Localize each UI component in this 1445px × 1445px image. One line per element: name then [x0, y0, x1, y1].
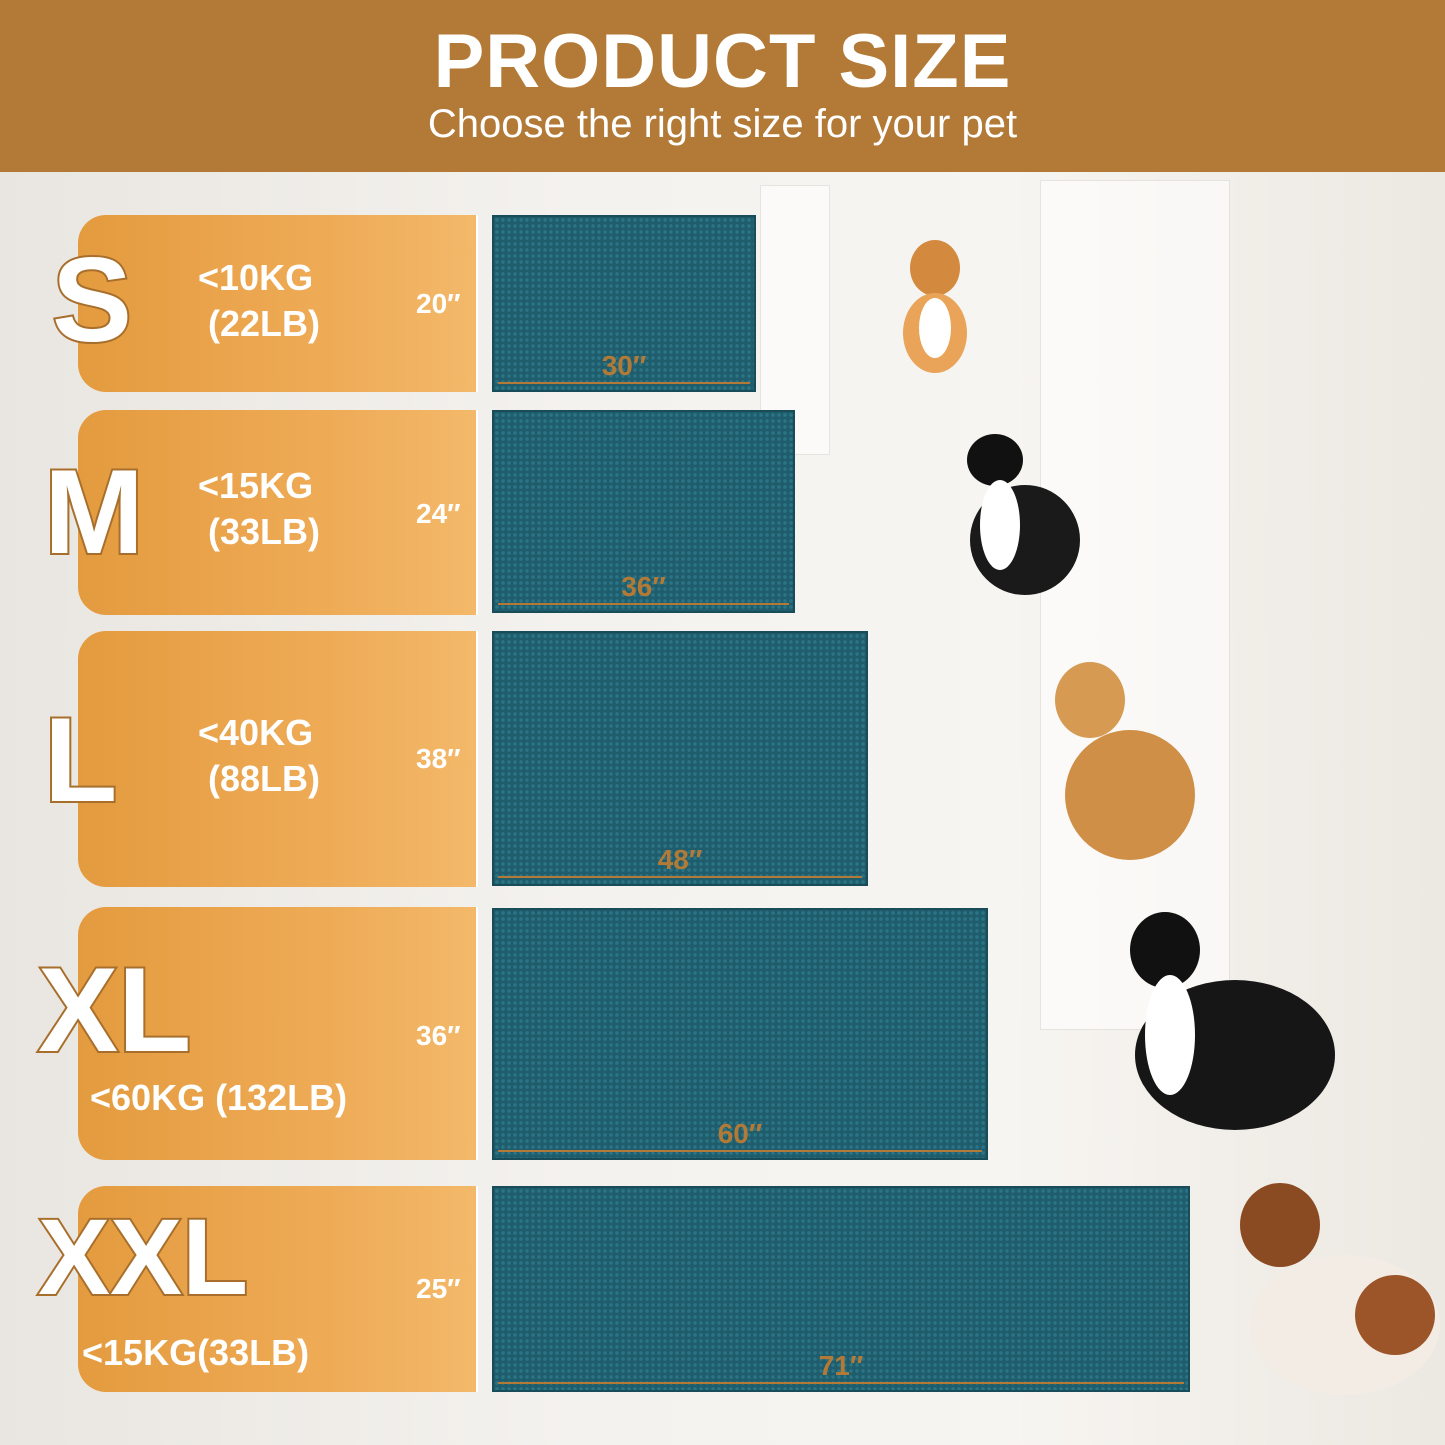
height-arrow [476, 410, 478, 615]
width-label: 60″ [717, 1118, 763, 1149]
weight-kg: <40KG [198, 712, 314, 753]
size-letter: XL [36, 943, 193, 1077]
mat-l: 48″ [492, 631, 868, 886]
height-label: 38″ [416, 743, 461, 774]
size-letter: L [42, 693, 119, 827]
size-letter: S [50, 233, 134, 367]
width-label: 48″ [657, 844, 703, 875]
page-title: PRODUCT SIZE [433, 19, 1012, 104]
corgi-image [903, 240, 967, 373]
mat-xxl: 71″ [492, 1186, 1190, 1392]
weight-lb: (88LB) [208, 758, 321, 799]
weight-lb: (33LB) [208, 511, 321, 552]
height-arrow [476, 215, 478, 392]
height-label: 20″ [416, 288, 461, 319]
page-subtitle: Choose the right size for your pet [427, 102, 1018, 146]
width-arrow [498, 1150, 982, 1152]
size-panel-l [78, 631, 478, 887]
width-arrow [498, 603, 789, 605]
mat-m: 36″ [492, 410, 795, 613]
size-letter: XXL [36, 1196, 250, 1317]
width-arrow [498, 382, 750, 384]
mat-s: 30″ [492, 215, 756, 392]
weight: <60KG (132LB) [90, 1077, 348, 1118]
header-banner: PRODUCT SIZE Choose the right size for y… [0, 0, 1445, 172]
height-label: 25″ [416, 1273, 461, 1304]
weight-kg: <15KG [198, 465, 314, 506]
mat-xl: 60″ [492, 908, 988, 1160]
weight-lb: (22LB) [208, 303, 321, 344]
width-label: 30″ [601, 350, 647, 381]
background-door [1040, 180, 1230, 1030]
size-letter: M [42, 445, 146, 579]
height-arrow [476, 631, 478, 887]
size-panel-xl [78, 907, 478, 1160]
width-arrow [498, 876, 862, 878]
height-arrow [476, 1186, 478, 1392]
height-arrow [476, 907, 478, 1160]
width-arrow [498, 1382, 1184, 1384]
size-panel-m [78, 410, 478, 615]
size-panel-s [78, 215, 478, 392]
width-label: 71″ [818, 1350, 864, 1381]
saint-bernard-image [1240, 1183, 1440, 1395]
height-label: 36″ [416, 1020, 461, 1051]
size-panel-xxl [78, 1186, 478, 1392]
border-collie-image [967, 434, 1080, 595]
width-label: 36″ [621, 571, 666, 602]
bernese-mountain-dog-image [1130, 912, 1335, 1130]
weight: <15KG(33LB) [82, 1332, 310, 1373]
golden-retriever-image [1055, 662, 1195, 860]
height-label: 24″ [416, 498, 461, 529]
weight-kg: <10KG [198, 257, 314, 298]
